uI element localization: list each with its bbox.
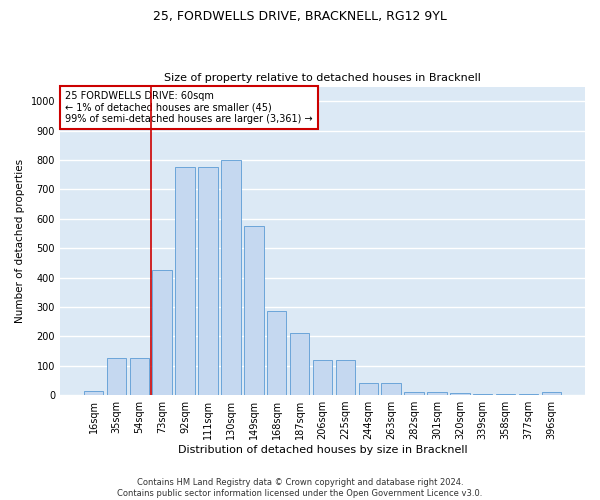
Bar [107,358,126,395]
Bar [130,358,149,395]
Bar [221,160,241,395]
Text: 25 FORDWELLS DRIVE: 60sqm
← 1% of detached houses are smaller (45)
99% of semi-d: 25 FORDWELLS DRIVE: 60sqm ← 1% of detach… [65,91,313,124]
Bar [519,394,538,395]
Bar [84,390,103,395]
Bar [175,168,195,395]
Y-axis label: Number of detached properties: Number of detached properties [15,159,25,323]
X-axis label: Distribution of detached houses by size in Bracknell: Distribution of detached houses by size … [178,445,467,455]
Bar [290,334,309,395]
Bar [313,360,332,395]
Bar [267,312,286,395]
Bar [450,392,470,395]
Bar [382,384,401,395]
Bar [496,394,515,395]
Bar [427,392,446,395]
Bar [198,168,218,395]
Bar [404,392,424,395]
Bar [152,270,172,395]
Bar [244,226,263,395]
Text: Contains HM Land Registry data © Crown copyright and database right 2024.
Contai: Contains HM Land Registry data © Crown c… [118,478,482,498]
Bar [473,394,493,395]
Text: 25, FORDWELLS DRIVE, BRACKNELL, RG12 9YL: 25, FORDWELLS DRIVE, BRACKNELL, RG12 9YL [153,10,447,23]
Bar [359,384,378,395]
Bar [542,392,561,395]
Bar [335,360,355,395]
Title: Size of property relative to detached houses in Bracknell: Size of property relative to detached ho… [164,73,481,83]
